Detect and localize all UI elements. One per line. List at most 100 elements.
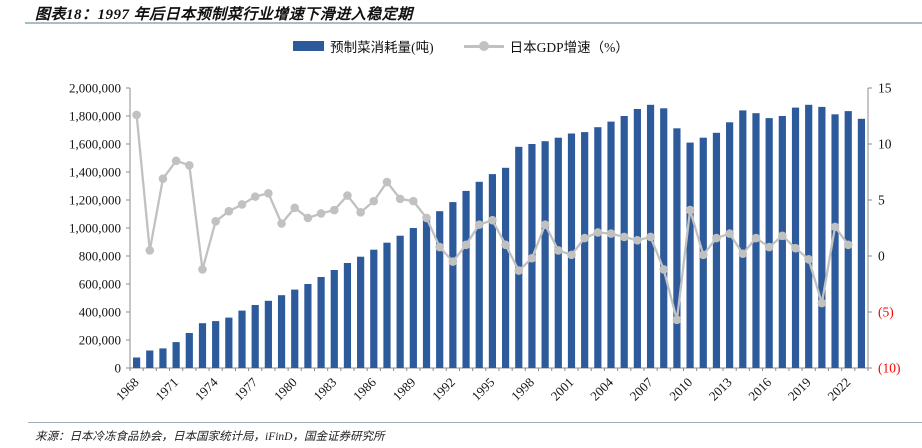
gdp-marker-1994	[474, 220, 484, 229]
bar-2014	[739, 110, 747, 369]
right-axis-tick-label: 15	[878, 81, 892, 96]
gdp-marker-1977	[250, 192, 260, 201]
bar-1985	[357, 256, 365, 368]
bar-1989	[409, 228, 417, 368]
gdp-marker-2000	[554, 246, 563, 255]
gdp-marker-1971	[171, 156, 181, 166]
x-axis-tick-label: 2022	[824, 375, 853, 404]
gdp-marker-2020	[817, 298, 827, 308]
bar-1977	[251, 305, 259, 368]
gdp-marker-1974	[211, 216, 220, 226]
bar-1980	[291, 289, 299, 368]
bar-2023	[857, 118, 866, 368]
gdp-marker-1981	[303, 213, 313, 223]
bar-1974	[212, 321, 220, 368]
left-axis-tick-label: 800,000	[79, 249, 121, 264]
bar-1982	[317, 277, 325, 368]
gdp-marker-1996	[501, 240, 510, 250]
bar-2004	[607, 121, 615, 368]
bar-1993	[462, 190, 470, 368]
x-axis-tick-label: 1992	[429, 375, 458, 404]
right-axis-tick-label: (5)	[878, 305, 894, 320]
gdp-marker-2002	[580, 233, 589, 243]
x-axis-tick-label: 2001	[548, 375, 577, 404]
gdp-marker-1990	[422, 213, 431, 223]
gdp-marker-1979	[277, 219, 286, 228]
gdp-marker-1995	[488, 215, 497, 225]
right-axis-tick-label: 5	[878, 193, 885, 208]
bar-1990	[422, 217, 431, 368]
right-axis-tick-label: 10	[878, 137, 892, 152]
x-axis-tick-label: 1968	[113, 375, 142, 404]
left-axis-tick-label: 1,000,000	[69, 221, 121, 236]
line-series-swatch-icon	[463, 41, 504, 51]
legend-label-gdp: 日本GDP增速（%）	[509, 40, 629, 55]
bar-1983	[330, 270, 338, 368]
left-axis-tick-label: 1,600,000	[69, 137, 121, 152]
bar-1997	[515, 146, 523, 368]
gdp-marker-1992	[448, 257, 458, 266]
x-axis-tick-label: 1974	[192, 374, 221, 403]
x-axis-tick-label: 1995	[469, 375, 498, 404]
gdp-marker-1998	[527, 253, 537, 263]
bar-1973	[198, 323, 207, 368]
left-axis-tick-label: 600,000	[79, 277, 121, 292]
gdp-marker-2012	[712, 233, 721, 243]
gdp-marker-1976	[237, 200, 247, 209]
right-axis-tick-label: (10)	[878, 361, 901, 376]
figure-title: 图表18：1997 年后日本预制菜行业增速下滑进入稳定期	[35, 7, 413, 23]
bar-1986	[370, 249, 378, 368]
bar-1968	[132, 357, 141, 368]
bar-2022	[844, 111, 852, 368]
left-axis-tick-label: 400,000	[79, 305, 121, 320]
gdp-marker-2017	[778, 231, 787, 241]
bar-2008	[660, 108, 668, 369]
gdp-marker-2011	[698, 250, 708, 260]
gdp-marker-1982	[316, 209, 326, 218]
gdp-marker-1985	[356, 208, 365, 217]
chart-legend: 预制菜消耗量(吨) 日本GDP增速（%）	[0, 36, 922, 56]
legend-item-gdp: 日本GDP增速（%）	[463, 36, 629, 56]
gdp-marker-1999	[540, 220, 550, 229]
bar-1979	[277, 295, 286, 368]
bar-2010	[686, 142, 694, 368]
bar-1988	[396, 235, 404, 368]
gdp-marker-1986	[369, 196, 379, 206]
left-axis-tick-label: 1,800,000	[69, 109, 121, 124]
left-axis-tick-label: 0	[115, 361, 122, 376]
bar-1971	[172, 342, 180, 368]
gdp-marker-1989	[409, 196, 418, 206]
gdp-marker-2004	[606, 229, 616, 238]
bar-1984	[343, 263, 352, 368]
bar-2003	[594, 127, 602, 368]
combo-chart: 0 200,000 400,000 600,000 800,000 1,000,000 1,…	[69, 81, 901, 404]
left-axis-tick-label: 200,000	[79, 333, 121, 348]
x-axis-tick-label: 1980	[271, 375, 300, 404]
right-axis-tick-label: 0	[878, 249, 885, 264]
bar-1981	[304, 284, 312, 368]
x-axis-tick-label: 2007	[627, 374, 656, 403]
gdp-marker-2005	[619, 232, 629, 242]
gdp-marker-2018	[791, 243, 800, 253]
bar-series-swatch-icon	[293, 41, 325, 51]
bar-2013	[726, 122, 734, 368]
bar-2012	[712, 132, 721, 368]
gdp-marker-2019	[804, 255, 813, 264]
legend-item-consumption: 预制菜消耗量(吨)	[293, 36, 434, 56]
left-axis-tick-label: 1,200,000	[69, 193, 121, 208]
gdp-marker-1991	[435, 242, 444, 252]
left-axis-tick-label: 1,400,000	[69, 165, 121, 180]
bar-2021	[831, 114, 839, 368]
gdp-marker-1972	[185, 160, 194, 170]
bar-2005	[620, 116, 628, 368]
gdp-marker-2008	[659, 265, 669, 274]
gdp-marker-1970	[158, 174, 168, 184]
gdp-marker-2022	[843, 240, 853, 250]
bar-2002	[581, 132, 589, 368]
gdp-marker-1968	[132, 110, 141, 120]
x-axis-tick-label: 2010	[666, 375, 695, 404]
gdp-marker-2007	[646, 232, 655, 242]
bar-1975	[225, 317, 233, 368]
bar-1970	[159, 348, 167, 368]
bar-1978	[264, 300, 272, 368]
